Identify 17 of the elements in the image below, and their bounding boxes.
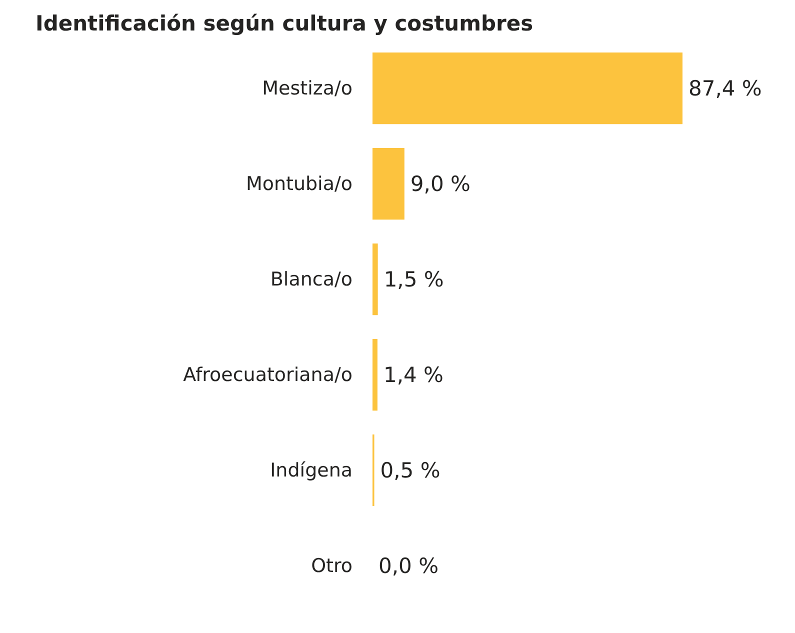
y-tick-label: Otro — [311, 554, 353, 577]
data-label: 1,5 % — [384, 267, 444, 292]
y-tick-label: Afroecuatoriana/o — [183, 364, 353, 386]
data-label: 0,0 % — [378, 554, 439, 578]
bar — [372, 148, 404, 220]
data-label: 9,0 % — [410, 172, 470, 196]
chart-title: Identificación según cultura y costumbres — [36, 12, 534, 36]
data-label: 0,5 % — [380, 458, 440, 482]
bar — [372, 243, 378, 316]
bar — [372, 52, 682, 124]
y-tick-label: Montubia/o — [246, 172, 353, 195]
data-label: 1,4 % — [383, 362, 444, 387]
bar — [372, 338, 378, 411]
data-label: 87,4 % — [688, 76, 762, 100]
y-tick-label: Indígena — [270, 459, 352, 482]
y-tick-label: Mestiza/o — [262, 77, 353, 100]
y-tick-label: Blanca/o — [270, 268, 353, 290]
